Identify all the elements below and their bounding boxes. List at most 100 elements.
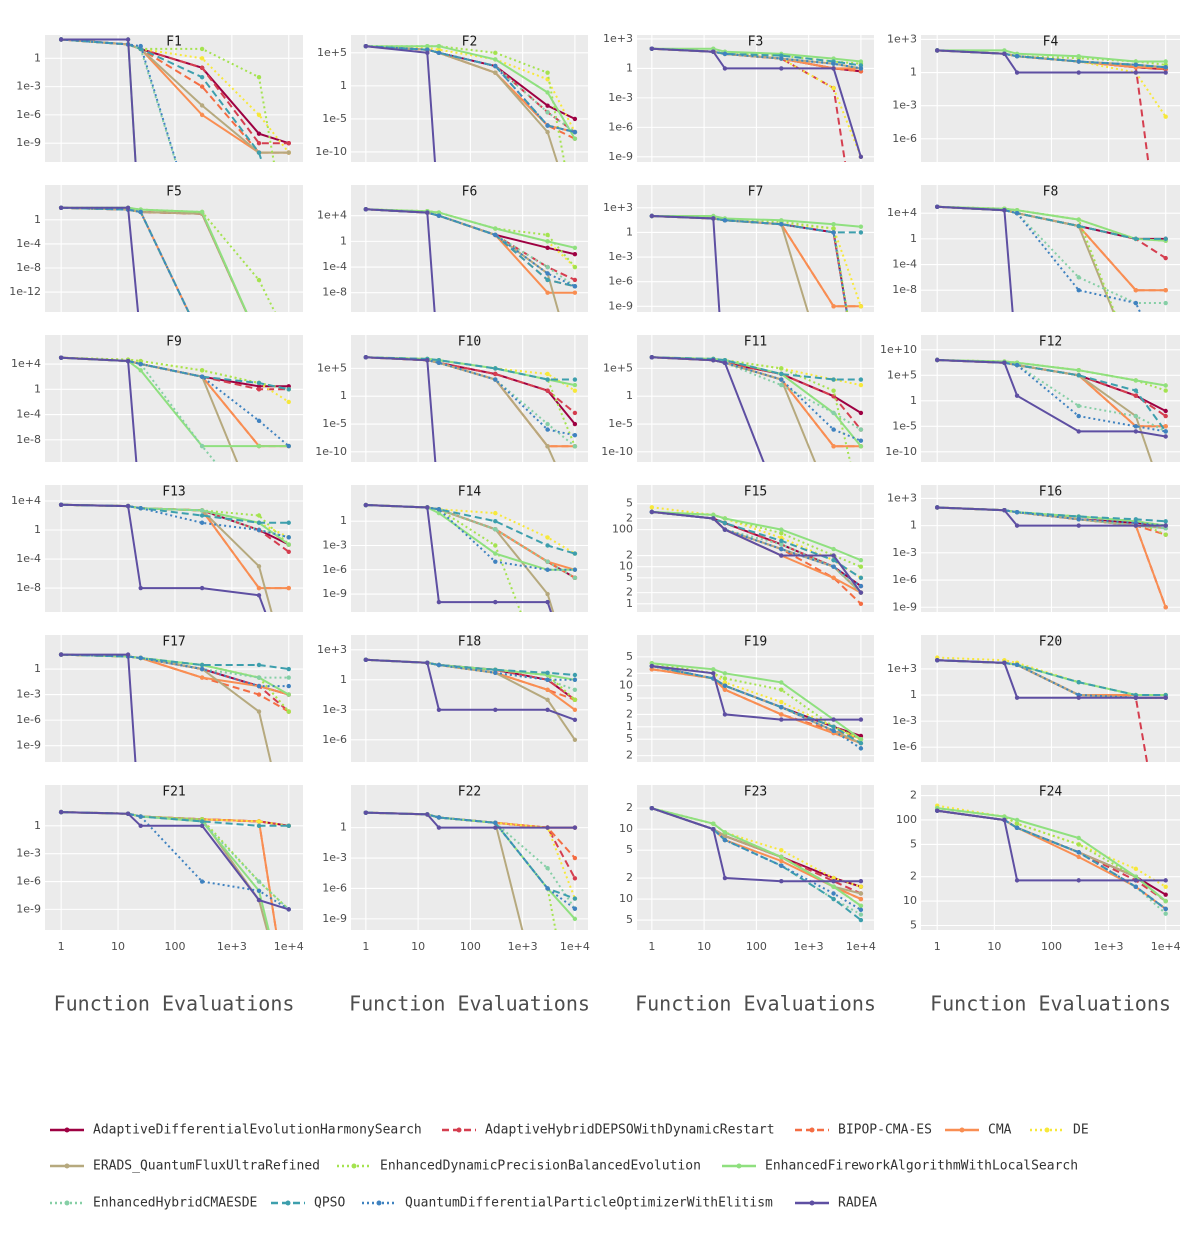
data-point [858, 583, 864, 589]
panel-background [45, 185, 303, 312]
data-point [1014, 211, 1020, 216]
data-point [545, 264, 550, 270]
data-point [779, 371, 784, 377]
data-point [711, 49, 716, 54]
data-point [545, 421, 550, 427]
data-point [1133, 300, 1139, 306]
data-point [831, 230, 836, 235]
y-tick-label: 1e-6 [892, 132, 917, 145]
x-axis-title: Function Evaluations [930, 992, 1171, 1016]
y-tick-label: 2 [910, 789, 917, 802]
data-point [831, 410, 836, 416]
data-point [831, 896, 836, 902]
legend-key-dot [376, 1200, 382, 1206]
data-point [831, 66, 836, 71]
panel: 1 1e-3 1e-6 1e-9 1 10 100 1e+3 1e+4 F22 Function E… [322, 785, 590, 1032]
data-point [256, 418, 262, 424]
panel-background [921, 185, 1180, 312]
y-tick-label: 1e-4 [16, 408, 41, 421]
data-point [572, 551, 578, 556]
data-point [256, 150, 262, 155]
data-point [1163, 884, 1168, 890]
data-point [286, 585, 291, 591]
data-point [436, 825, 442, 830]
panel-background [45, 335, 303, 462]
legend-key-dot [285, 1200, 291, 1206]
data-point [858, 66, 864, 71]
data-point [1163, 878, 1168, 883]
data-point [858, 903, 864, 908]
panel-title: F6 [462, 185, 478, 200]
data-point [138, 209, 143, 215]
y-tick-label: 1e-3 [608, 250, 633, 263]
data-point [1014, 54, 1020, 59]
data-point [493, 510, 498, 516]
data-point [572, 737, 578, 742]
panel-background [637, 185, 874, 312]
y-tick-label: 1e-9 [608, 299, 633, 312]
data-point [779, 542, 784, 547]
y-tick-label: 1e+4 [11, 357, 41, 370]
y-tick-label: 1e-3 [16, 80, 41, 93]
y-tick-label: 1e+3 [603, 201, 633, 214]
y-tick-label: 1 [34, 662, 41, 675]
data-point [831, 226, 836, 231]
data-point [545, 707, 550, 712]
data-point [425, 357, 430, 363]
data-point [58, 205, 64, 210]
data-point [138, 361, 143, 367]
data-point [545, 865, 550, 871]
y-tick-label: 1 [340, 234, 347, 247]
data-point [779, 712, 784, 717]
legend-item: CMA [945, 1123, 1012, 1138]
y-tick-label: 1e+3 [887, 491, 917, 504]
panel-title: F17 [162, 635, 185, 650]
y-tick-label: 1e-6 [608, 275, 633, 288]
y-tick-label: 2 [910, 870, 917, 883]
data-point [722, 680, 728, 685]
data-point [286, 399, 291, 405]
data-point [1133, 378, 1139, 383]
legend-key-dot [64, 1127, 70, 1133]
series-line [61, 811, 290, 911]
series-line [365, 208, 576, 288]
panel-background [921, 485, 1180, 612]
legend-item: DE [1030, 1123, 1089, 1138]
data-point [858, 884, 864, 889]
y-tick-label: 1e-3 [892, 546, 917, 559]
panel-title: F20 [1039, 635, 1062, 650]
data-point [1163, 523, 1168, 528]
y-tick-label: 1e-9 [322, 587, 347, 600]
data-point [1163, 65, 1168, 70]
data-point [858, 746, 864, 751]
y-tick-label: 1 [626, 720, 633, 733]
data-point [436, 707, 442, 712]
y-tick-label: 1 [340, 79, 347, 92]
data-point [545, 670, 550, 675]
data-point [1163, 300, 1168, 306]
data-point [493, 599, 498, 605]
data-point [199, 675, 205, 680]
data-point [779, 546, 784, 552]
data-point [1076, 523, 1081, 528]
y-tick-label: 2 [626, 871, 633, 884]
series-line [651, 510, 862, 562]
series-line [61, 356, 138, 462]
data-point [493, 70, 498, 75]
data-point [1163, 255, 1168, 261]
panel-title: F12 [1039, 335, 1062, 350]
legend-label: AdaptiveDifferentialEvolutionHarmonySear… [93, 1123, 422, 1138]
series-line [651, 665, 862, 750]
data-point [779, 218, 784, 223]
panel: 1e+3 1 1e-3 1e-6 1e-9 F7 [603, 185, 874, 312]
data-point [256, 683, 262, 689]
data-point [256, 443, 262, 449]
data-point [572, 906, 578, 911]
data-point [572, 825, 578, 830]
data-point [572, 252, 578, 257]
panel: 1e+3 1 1e-3 1e-6 F18 [317, 635, 588, 762]
data-point [199, 65, 205, 70]
data-point [1076, 850, 1081, 855]
data-point [573, 1028, 577, 1032]
